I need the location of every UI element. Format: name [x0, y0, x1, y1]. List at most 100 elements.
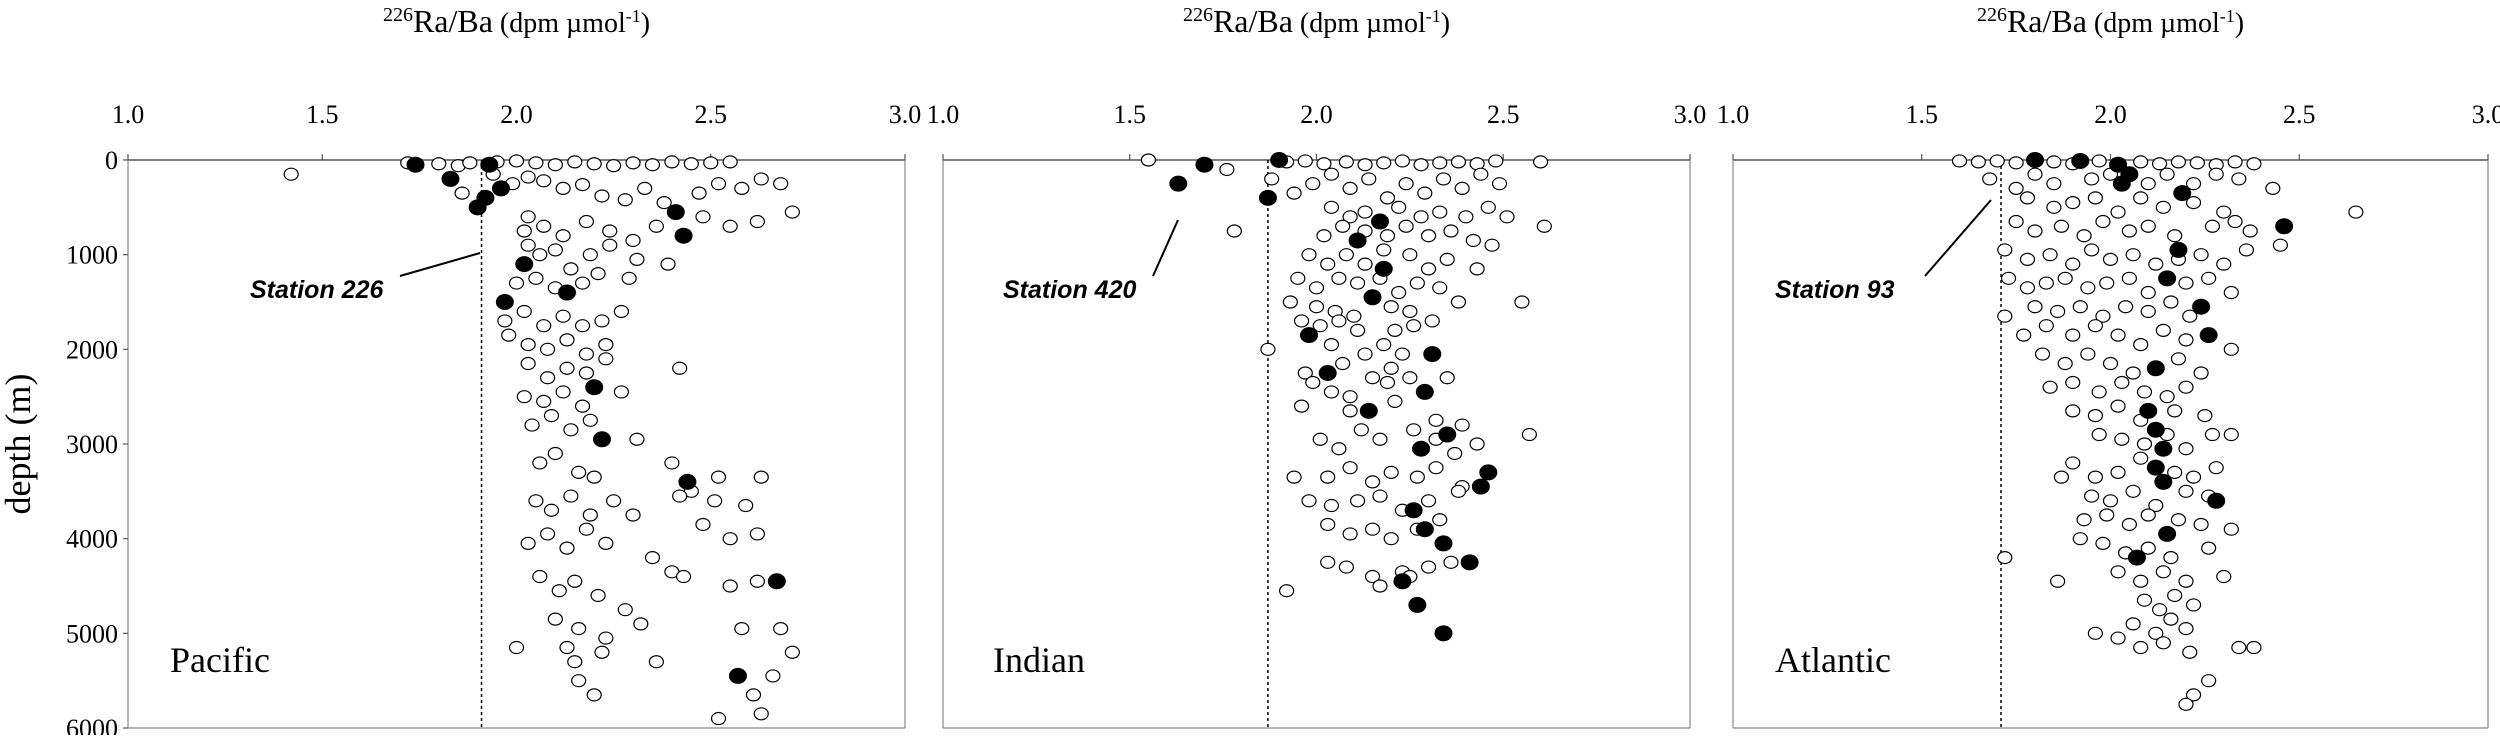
- data-point-open: [660, 257, 676, 271]
- data-point-open: [2178, 574, 2194, 588]
- data-point-open: [508, 154, 525, 168]
- data-point-open: [2121, 271, 2137, 285]
- data-point-open: [707, 494, 723, 508]
- data-point-station: [2109, 156, 2128, 173]
- y-tick-label: 2000: [66, 335, 118, 364]
- data-point-open: [1491, 177, 1508, 191]
- data-point-open: [1413, 158, 1429, 172]
- data-point-open: [532, 569, 548, 584]
- data-point-open: [1454, 181, 1470, 195]
- data-point-open: [1432, 156, 1448, 170]
- title-species: Ra/Ba: [1213, 3, 1293, 39]
- data-point-open: [1417, 186, 1433, 200]
- data-point-open: [431, 157, 447, 171]
- data-point-open: [2223, 427, 2239, 442]
- data-point-open: [2087, 409, 2103, 423]
- data-point-open: [497, 314, 513, 328]
- data-point-station: [2192, 298, 2211, 315]
- data-point-open: [722, 219, 738, 233]
- y-tick-label: 3000: [66, 430, 118, 459]
- data-point-open: [1473, 167, 1489, 181]
- data-point-open: [2133, 191, 2149, 205]
- data-point-open: [516, 390, 532, 404]
- data-point-open: [1420, 560, 1437, 574]
- data-point-open: [586, 688, 602, 702]
- data-point-open: [598, 352, 614, 366]
- data-point-open: [1286, 186, 1302, 200]
- data-point-station: [1412, 440, 1431, 457]
- data-point-open: [2008, 214, 2024, 229]
- x-tick-label: 2.0: [2094, 100, 2127, 129]
- station-leader-line: [1152, 219, 1179, 277]
- data-point-open: [2065, 196, 2081, 210]
- data-point-open: [1379, 375, 1396, 390]
- data-point-open: [722, 155, 738, 169]
- data-point-station: [728, 667, 747, 684]
- data-point-open: [524, 418, 540, 432]
- data-point-station: [2139, 402, 2158, 419]
- station-leader-line: [399, 252, 481, 277]
- data-point-station: [1348, 232, 1367, 249]
- data-point-station: [2275, 218, 2294, 235]
- data-point-open: [559, 333, 575, 347]
- data-point-open: [2046, 155, 2062, 169]
- data-point-open: [2087, 626, 2103, 640]
- data-point-open: [1357, 158, 1373, 172]
- data-point-open: [2038, 319, 2054, 333]
- data-point-open: [1391, 285, 1407, 300]
- data-point-open: [2178, 697, 2194, 711]
- data-point-open: [2170, 155, 2187, 169]
- title-species: Ra/Ba: [2007, 3, 2087, 39]
- data-point-open: [2155, 636, 2171, 650]
- data-point-open: [2118, 300, 2134, 314]
- data-point-open: [1264, 172, 1280, 186]
- data-point-open: [2178, 333, 2194, 347]
- data-point-open: [2065, 404, 2081, 418]
- data-point-open: [2084, 489, 2100, 503]
- data-point-open: [1320, 517, 1336, 532]
- data-point-open: [536, 394, 552, 408]
- data-point-open: [1372, 489, 1388, 503]
- data-point-open: [283, 167, 299, 181]
- x-tick-label: 2.0: [500, 100, 533, 129]
- x-tick-label: 2.0: [1300, 100, 1333, 129]
- data-point-open: [1316, 229, 1332, 243]
- data-point-station: [1258, 189, 1277, 206]
- data-point-open: [1383, 465, 1399, 479]
- data-point-open: [2099, 276, 2115, 290]
- data-point-station: [441, 170, 460, 187]
- data-point-open: [1335, 219, 1351, 233]
- data-point-open: [2151, 157, 2168, 171]
- data-point-open: [1488, 154, 1504, 168]
- data-point-open: [2038, 276, 2054, 290]
- data-point-station: [1415, 521, 1434, 538]
- x-tick-label: 1.0: [112, 100, 145, 129]
- data-point-open: [773, 177, 789, 191]
- data-point-open: [1308, 281, 1325, 295]
- data-point-open: [629, 432, 645, 446]
- data-point-open: [2076, 229, 2092, 243]
- data-point-open: [1383, 532, 1399, 546]
- y-tick-label: 0: [105, 146, 118, 175]
- data-point-open: [2185, 177, 2202, 191]
- data-point-open: [2087, 191, 2103, 205]
- data-point-open: [2000, 271, 2017, 285]
- data-point-open: [539, 342, 556, 356]
- data-point-open: [2136, 385, 2153, 399]
- data-point-open: [2185, 470, 2202, 484]
- data-point-open: [539, 527, 556, 541]
- data-point-open: [2201, 271, 2217, 285]
- data-point-open: [1342, 461, 1358, 475]
- ocean-label: Pacific: [170, 640, 270, 680]
- data-point-open: [1301, 494, 1317, 508]
- data-point-open: [2201, 674, 2217, 688]
- data-point-open: [1447, 446, 1463, 461]
- data-point-station: [495, 294, 514, 310]
- data-point-open: [1323, 200, 1340, 214]
- data-point-open: [2091, 154, 2107, 168]
- data-point-station: [1415, 383, 1434, 400]
- data-point-open: [2110, 205, 2126, 219]
- data-point-station: [1479, 464, 1498, 481]
- data-point-open: [2125, 366, 2141, 380]
- data-point-open: [2114, 432, 2130, 446]
